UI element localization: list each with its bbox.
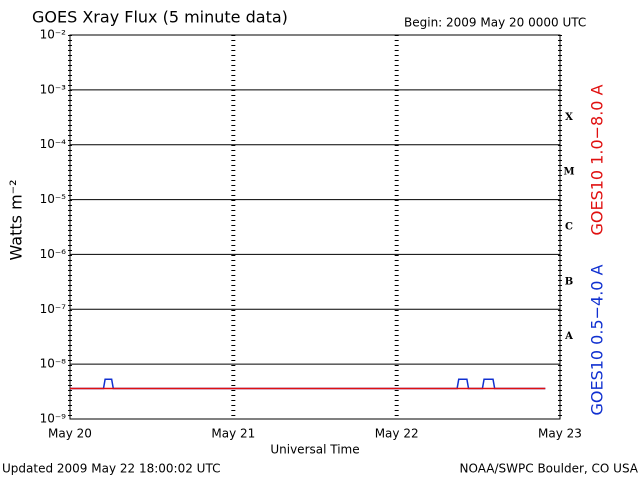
chart-title: GOES Xray Flux (5 minute data) <box>32 8 288 27</box>
flare-class: X <box>565 112 573 123</box>
legend-entry: GOES10 0.5−4.0 A <box>588 264 607 415</box>
y-tick-label: 10⁻⁴ <box>40 137 67 151</box>
flare-class: M <box>563 167 574 178</box>
x-tick-label: May 23 <box>538 427 582 441</box>
x-axis-label: Universal Time <box>270 443 359 457</box>
footer-right: NOAA/SWPC Boulder, CO USA <box>460 462 639 476</box>
x-tick-label: May 22 <box>375 427 419 441</box>
footer-left: Updated 2009 May 22 18:00:02 UTC <box>2 462 220 476</box>
x-tick-label: May 21 <box>211 427 255 441</box>
y-tick-label: 10⁻² <box>40 28 67 42</box>
y-tick-label: 10⁻⁶ <box>40 247 67 261</box>
y-tick-label: 10⁻⁹ <box>40 412 67 426</box>
flare-class: C <box>565 222 573 233</box>
series-line <box>70 378 546 390</box>
y-tick-label: 10⁻³ <box>40 82 67 96</box>
y-tick-label: 10⁻⁷ <box>40 302 67 316</box>
flare-class: B <box>565 276 573 287</box>
y-axis-label: Watts m⁻² <box>7 179 26 260</box>
legend-entry: GOES10 1.0−8.0 A <box>588 84 607 235</box>
y-tick-label: 10⁻⁵ <box>40 192 67 206</box>
flare-class: A <box>564 331 573 342</box>
y-tick-label: 10⁻⁸ <box>40 357 67 371</box>
x-tick-label: May 20 <box>48 427 92 441</box>
subtitle: Begin: 2009 May 20 0000 UTC <box>404 16 586 30</box>
